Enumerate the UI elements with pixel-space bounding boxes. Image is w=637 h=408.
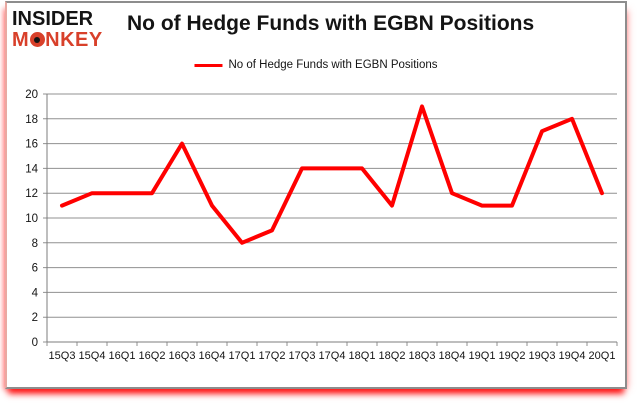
legend-line-swatch	[194, 63, 223, 67]
x-axis-label: 20Q1	[589, 350, 616, 362]
x-axis-label: 18Q2	[379, 350, 406, 362]
logo-insider-text: INSIDER	[12, 7, 94, 31]
x-axis-label: 17Q2	[259, 350, 286, 362]
x-axis-label: 19Q2	[499, 350, 526, 362]
x-axis-label: 16Q2	[139, 350, 166, 362]
y-axis-label: 14	[25, 163, 38, 175]
x-axis-label: 15Q4	[79, 350, 106, 362]
y-axis-label: 8	[32, 238, 38, 250]
logo-monkey-nkey: NKEY	[45, 29, 103, 51]
y-axis-label: 10	[25, 213, 38, 225]
x-axis-label: 19Q1	[469, 350, 496, 362]
y-axis-label: 4	[32, 287, 39, 299]
x-axis-label: 17Q1	[229, 350, 256, 362]
y-axis-label: 16	[25, 139, 38, 151]
x-axis-label: 19Q3	[529, 350, 556, 362]
x-axis-label: 17Q4	[319, 350, 346, 362]
chart-title: No of Hedge Funds with EGBN Positions	[127, 12, 535, 35]
series-line	[60, 104, 604, 245]
insider-monkey-logo: INSIDER M NKEY	[12, 9, 103, 50]
legend: No of Hedge Funds with EGBN Positions	[194, 59, 438, 71]
y-axis-label: 12	[25, 188, 38, 200]
monkey-eye-pupil	[34, 36, 41, 43]
x-axis-label: 17Q3	[289, 350, 316, 362]
x-axis-label: 16Q3	[169, 350, 196, 362]
chart-panel: INSIDER M NKEY No of Hedge Funds with EGB…	[5, 1, 627, 389]
x-axis-label: 19Q4	[559, 350, 586, 362]
logo-monkey-m: M	[12, 29, 30, 51]
x-axis-label: 18Q4	[439, 350, 466, 362]
legend-series-label: No of Hedge Funds with EGBN Positions	[228, 59, 438, 71]
y-axis-label: 2	[32, 312, 38, 324]
logo-monkey-text: M NKEY	[12, 30, 103, 50]
x-axis-label: 16Q4	[199, 350, 226, 362]
line-chart: 0 2 4 6 8 10 12 14 16 18 20 15Q3 15Q4 16Q1 16Q2 16Q3 16Q…	[25, 89, 618, 362]
x-axis-label: 18Q3	[409, 350, 436, 362]
x-axis-label: 16Q1	[109, 350, 136, 362]
y-axis-label: 20	[25, 89, 38, 101]
y-axis-label: 0	[32, 337, 38, 349]
monkey-eye-icon	[29, 32, 45, 47]
x-axis-label: 15Q3	[49, 350, 76, 362]
y-axis-label: 18	[25, 114, 38, 126]
y-axis-label: 6	[32, 263, 38, 275]
x-axis-label: 18Q1	[349, 350, 376, 362]
